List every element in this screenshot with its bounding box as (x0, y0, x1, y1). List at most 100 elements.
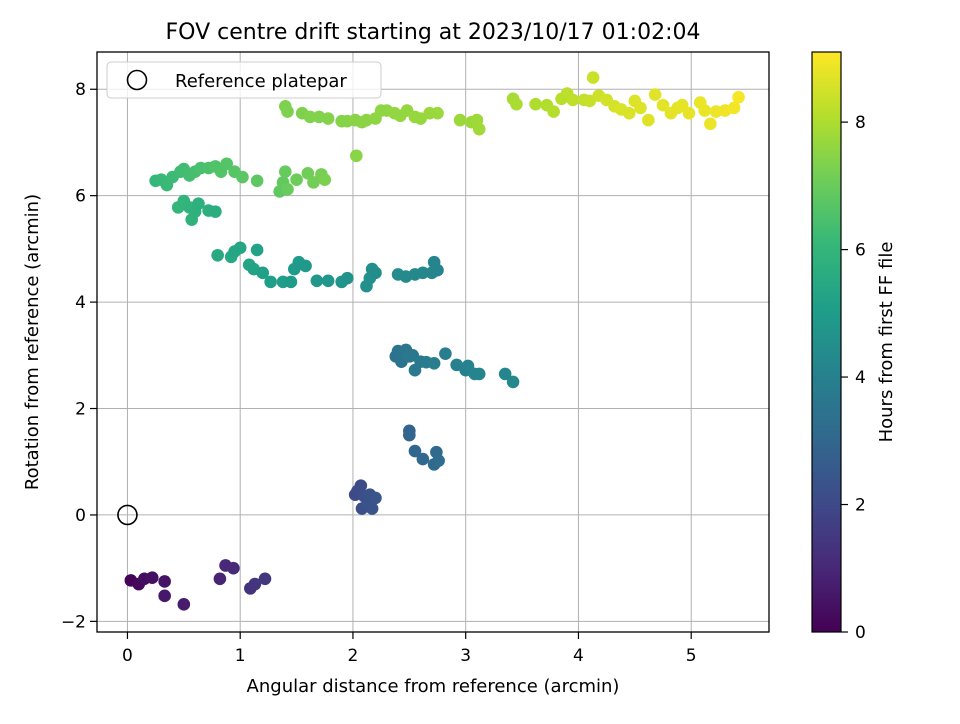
data-point (510, 97, 523, 111)
data-point (303, 110, 317, 124)
data-point (634, 101, 647, 115)
colorbar-gradient (812, 52, 841, 632)
colorbar-tick-label: 4 (855, 368, 866, 388)
data-point (281, 105, 294, 118)
data-point (220, 157, 233, 171)
data-point (416, 266, 430, 280)
data-point (431, 263, 444, 277)
colorbar-tick-label: 8 (855, 113, 866, 133)
y-tick-label: 4 (75, 293, 86, 313)
colorbar-tick-label: 2 (855, 496, 866, 516)
data-point (236, 170, 249, 184)
data-point (566, 93, 580, 107)
data-point (369, 491, 382, 505)
chart-title: FOV centre drift starting at 2023/10/17 … (166, 20, 701, 45)
data-point (369, 266, 382, 280)
data-point (622, 106, 636, 120)
x-tick-label: 2 (348, 646, 359, 666)
data-point (321, 112, 335, 125)
data-point (256, 266, 270, 280)
data-point (299, 259, 312, 273)
data-point (307, 176, 320, 189)
data-point (278, 165, 292, 179)
data-point (506, 375, 520, 389)
data-point (439, 347, 452, 361)
data-point (403, 428, 416, 442)
x-tick-label: 5 (686, 646, 697, 666)
data-point (350, 149, 363, 163)
legend: Reference platepar (106, 61, 382, 99)
data-point (727, 101, 741, 115)
colorbar: 0 2 4 6 8 Hours from first FF file (811, 51, 897, 643)
data-point (158, 589, 171, 603)
plot-frame (96, 51, 770, 633)
data-point (365, 502, 379, 515)
data-point (250, 243, 264, 257)
data-point (416, 452, 430, 466)
data-point (642, 113, 655, 127)
y-tick-label: 0 (75, 506, 86, 526)
data-point (318, 173, 332, 187)
data-point (732, 90, 745, 104)
legend-open-circle-icon (126, 69, 148, 91)
colorbar-label: Hours from first FF file (876, 242, 897, 443)
scatter-points (124, 71, 745, 611)
y-tick-label: −2 (61, 612, 86, 632)
data-point (586, 71, 600, 84)
data-point (547, 105, 560, 118)
data-point (354, 479, 368, 492)
data-point (264, 275, 277, 289)
legend-entry-reference: Reference platepar (175, 71, 347, 92)
data-point (211, 248, 224, 262)
data-point (453, 113, 467, 127)
reference-marker-layer (117, 504, 138, 526)
data-point (158, 575, 171, 588)
data-point (431, 106, 444, 120)
data-point (682, 106, 696, 120)
reference-platepar-marker (117, 504, 138, 526)
x-axis-ticks: 0 1 2 3 4 5 (122, 632, 697, 666)
y-tick-label: 2 (75, 400, 86, 420)
grid-lines (97, 52, 769, 632)
data-point (281, 182, 294, 196)
data-point (698, 104, 712, 117)
x-tick-label: 1 (235, 646, 246, 666)
data-point (301, 167, 315, 180)
colorbar-tick-label: 0 (855, 623, 866, 643)
data-point (177, 598, 191, 611)
y-tick-label: 8 (75, 80, 86, 100)
colorbar-tick-label: 6 (855, 241, 866, 261)
data-point (284, 275, 298, 289)
data-point (290, 173, 303, 187)
data-point (213, 572, 227, 586)
data-point (145, 571, 159, 585)
data-point (341, 271, 354, 285)
x-tick-label: 4 (573, 646, 584, 666)
data-point (472, 367, 486, 381)
y-axis-ticks: −2 0 2 4 6 8 (61, 80, 97, 632)
data-point (258, 572, 272, 586)
y-tick-label: 6 (75, 187, 86, 207)
data-point (192, 197, 205, 210)
data-point (648, 88, 662, 101)
data-point (472, 122, 486, 136)
y-axis-label: Rotation from reference (arcmin) (22, 194, 43, 490)
data-point (321, 274, 335, 288)
data-point (656, 98, 670, 112)
data-point (704, 117, 717, 131)
legend-box (106, 61, 382, 99)
colorbar-ticks: 0 2 4 6 8 (841, 113, 866, 643)
data-point (250, 174, 264, 188)
x-tick-label: 0 (122, 646, 133, 666)
data-point (529, 97, 542, 111)
data-point (248, 577, 262, 591)
data-point (432, 454, 445, 467)
x-axis-label: Angular distance from reference (arcmin) (247, 676, 620, 697)
colorbar-frame (811, 51, 842, 633)
data-point (498, 367, 512, 381)
data-point (227, 561, 240, 575)
data-point (209, 205, 222, 218)
data-point (233, 241, 247, 255)
